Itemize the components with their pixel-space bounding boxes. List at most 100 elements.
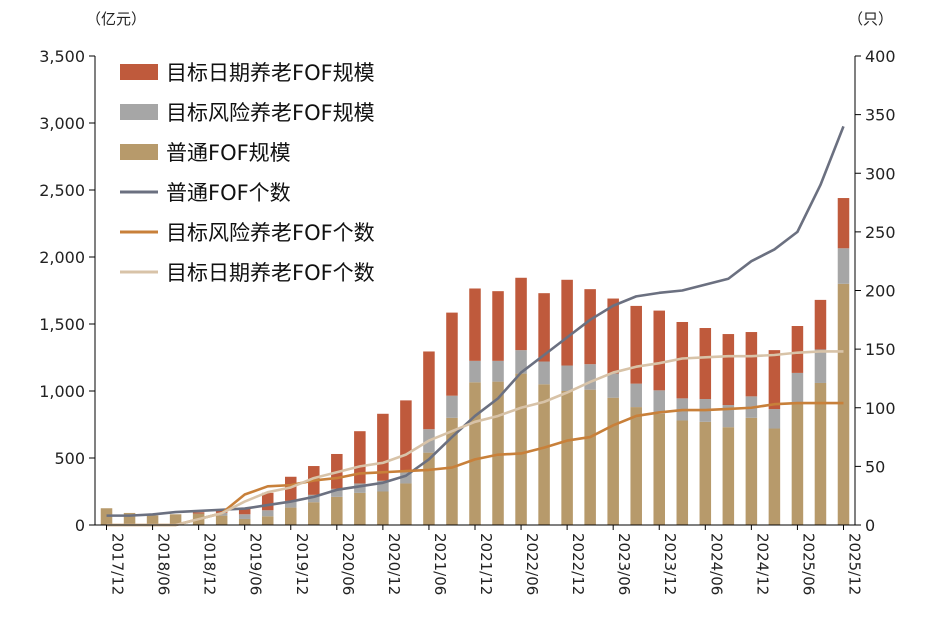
x-tick-label: 2022/12: [569, 533, 587, 595]
bar-segment-series-0: [123, 512, 136, 525]
bar-segment-series-1: [515, 350, 527, 374]
bar-segment-series-0: [561, 391, 573, 525]
left-tick-label: 3,500: [39, 47, 85, 66]
bar-layer: [100, 198, 850, 525]
left-axis-ticks: 0 500 1,000 1,500 2,000 2,500 3,000 3,500: [39, 47, 95, 535]
left-tick-label: 1,500: [39, 315, 85, 334]
bar-segment-series-2: [584, 289, 596, 365]
right-tick-label: 0: [865, 516, 875, 535]
bar-segment-series-0: [538, 384, 550, 525]
bar-segment-series-2: [837, 198, 850, 249]
bar-segment-series-0: [676, 420, 689, 525]
bar-segment-series-1: [331, 488, 343, 497]
left-axis-unit: （亿元）: [86, 10, 146, 28]
bar-segment-series-2: [791, 326, 804, 373]
right-tick-label: 250: [865, 223, 896, 242]
bar-segment-series-2: [377, 413, 389, 481]
bar-segment-series-0: [331, 496, 343, 525]
legend-label: 目标日期养老FOF个数: [166, 261, 375, 285]
x-tick-label: 2019/12: [293, 533, 311, 595]
line-series-1: [106, 401, 844, 527]
bar-segment-series-2: [538, 293, 550, 362]
bar-segment-series-1: [768, 409, 781, 429]
bar-segment-series-0: [261, 516, 274, 525]
bar-segment-series-0: [354, 492, 366, 525]
right-tick-label: 50: [865, 457, 885, 476]
left-tick-label: 1,000: [39, 382, 85, 401]
right-tick-label: 350: [865, 106, 896, 125]
bar-segment-series-0: [215, 515, 228, 525]
bar-segment-series-0: [814, 382, 827, 525]
bar-segment-series-0: [515, 373, 527, 525]
bar-segment-series-0: [377, 491, 389, 525]
x-tick-label: 2022/06: [523, 533, 541, 595]
right-tick-label: 200: [865, 282, 896, 301]
bar-segment-series-2: [561, 279, 573, 366]
right-tick-label: 400: [865, 47, 896, 66]
bar-segment-series-1: [538, 361, 550, 385]
bar-segment-series-2: [261, 492, 274, 511]
bar-segment-series-0: [791, 403, 804, 525]
bar-segment-series-1: [791, 372, 804, 404]
legend-label: 目标日期养老FOF规模: [166, 61, 375, 85]
legend-label: 目标风险养老FOF规模: [166, 101, 375, 125]
right-tick-label: 150: [865, 340, 896, 359]
left-tick-label: 500: [54, 449, 85, 468]
bar-segment-series-1: [469, 360, 481, 383]
x-tick-label: 2023/12: [661, 533, 679, 595]
bar-segment-series-1: [630, 383, 642, 408]
bar-segment-series-2: [492, 291, 504, 361]
bar-segment-series-2: [446, 312, 458, 396]
x-tick-label: 2020/06: [339, 533, 357, 595]
bar-segment-series-0: [607, 397, 619, 525]
bar-segment-series-2: [400, 400, 412, 471]
bar-segment-series-2: [607, 298, 619, 374]
right-axis-ticks: 0 50 100 150 200 250 300 350 400: [855, 47, 896, 535]
x-tick-label: 2024/06: [707, 533, 725, 595]
bar-segment-series-2: [745, 332, 758, 397]
bar-segment-series-1: [377, 480, 389, 492]
left-tick-label: 2,000: [39, 248, 85, 267]
legend-label: 普通FOF规模: [166, 141, 291, 165]
left-tick-label: 3,000: [39, 114, 85, 133]
bar-segment-series-1: [814, 349, 827, 383]
legend-label: 普通FOF个数: [166, 181, 291, 205]
x-tick-label: 2023/06: [615, 533, 633, 595]
bar-segment-series-0: [400, 483, 412, 525]
bar-segment-series-2: [285, 476, 297, 501]
bar-segment-series-0: [837, 283, 850, 525]
left-tick-label: 0: [75, 516, 85, 535]
bar-segment-series-0: [492, 381, 504, 525]
bar-segment-series-0: [630, 407, 642, 525]
bar-segment-series-1: [308, 494, 320, 503]
bar-segment-series-2: [722, 334, 735, 406]
bar-segment-series-2: [215, 509, 228, 513]
legend: 目标日期养老FOF规模目标风险养老FOF规模普通FOF规模普通FOF个数目标风险…: [120, 61, 375, 285]
x-tick-label: 2021/06: [431, 533, 449, 595]
legend-swatch: [120, 64, 158, 80]
x-tick-label: 2018/12: [201, 533, 219, 595]
x-tick-label: 2020/12: [385, 533, 403, 595]
bar-segment-series-0: [768, 428, 781, 525]
bar-segment-series-1: [446, 395, 458, 418]
bar-segment-series-1: [561, 365, 573, 391]
bar-segment-series-0: [699, 421, 712, 525]
right-tick-label: 100: [865, 399, 896, 418]
bar-segment-series-1: [607, 373, 619, 398]
line-series-2: [106, 350, 844, 527]
x-tick-label: 2021/12: [477, 533, 495, 595]
right-axis-unit: （只）: [848, 10, 893, 28]
bar-segment-series-2: [515, 277, 527, 351]
x-tick-label: 2024/12: [753, 533, 771, 595]
x-tick-label: 2019/06: [247, 533, 265, 595]
bar-segment-series-0: [146, 515, 159, 525]
bar-segment-series-1: [722, 405, 735, 428]
bar-segment-series-2: [768, 350, 781, 410]
bar-segment-series-2: [469, 288, 481, 361]
bar-segment-series-0: [653, 413, 665, 525]
bar-segment-series-0: [722, 427, 735, 525]
bar-segment-series-0: [584, 389, 596, 525]
bar-segment-series-2: [192, 512, 205, 514]
bar-segment-series-1: [492, 360, 504, 382]
x-tick-label: 2018/06: [155, 533, 173, 595]
